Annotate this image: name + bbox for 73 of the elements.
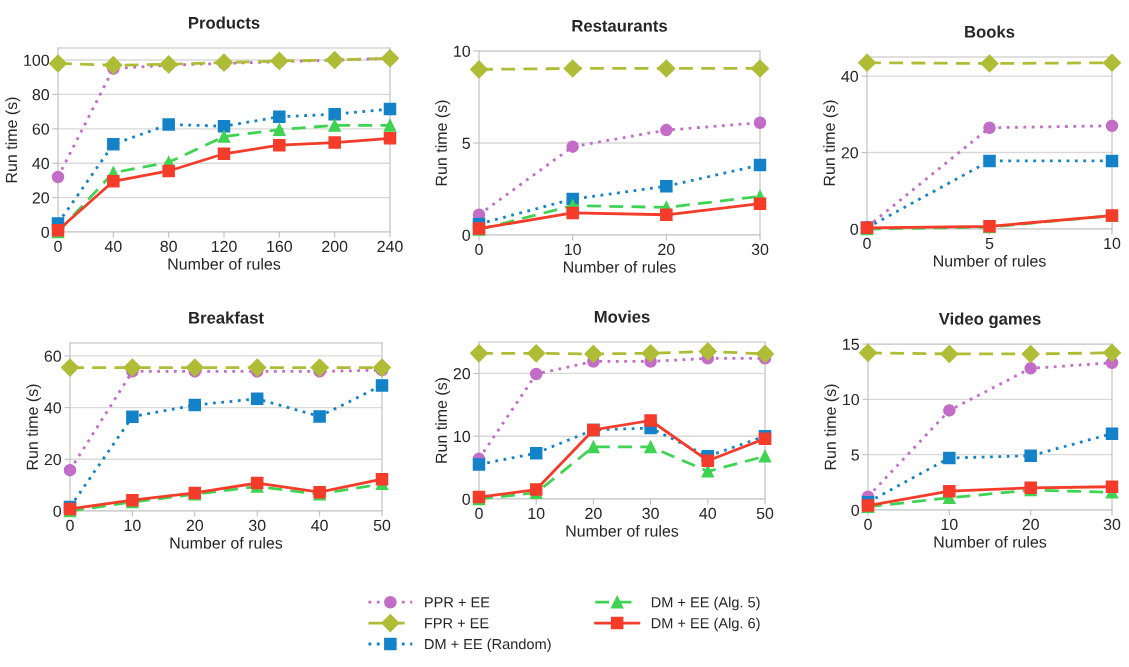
y-tick-label: 20: [841, 147, 859, 159]
x-axis-title: Number of rules: [934, 255, 1046, 267]
x-tick-label: 40: [104, 240, 122, 253]
x-tick-label: 10: [124, 519, 141, 532]
x-tick-label: 20: [658, 243, 675, 256]
y-tick-label: 0: [462, 229, 471, 241]
y-tick-label: 20: [32, 192, 50, 204]
legend-label: DM + EE (Alg. 5): [651, 596, 760, 611]
x-tick-label: 160: [267, 240, 293, 253]
x-tick-label: 20: [1022, 518, 1039, 531]
x-tick-label: 40: [311, 519, 328, 532]
x-tick-label: 200: [322, 240, 348, 253]
y-tick-label: 40: [32, 157, 50, 170]
x-axis-title: Number of rules: [934, 536, 1047, 548]
y-tick-label: 20: [453, 368, 471, 380]
x-tick-label: 5: [985, 237, 994, 250]
y-tick-label: 40: [44, 402, 62, 414]
x-tick-label: 120: [211, 240, 237, 253]
y-axis-title: Run time (s): [823, 100, 839, 186]
x-axis-title: Number of rules: [564, 261, 676, 273]
y-tick-label: 10: [454, 45, 471, 57]
y-tick-label: 0: [850, 223, 859, 235]
y-tick-label: 5: [462, 137, 470, 149]
x-tick-label: 0: [66, 519, 74, 532]
chart-title: Movies: [594, 310, 650, 323]
x-tick-label: 0: [864, 518, 872, 531]
y-tick-label: 5: [851, 449, 859, 461]
y-axis-title: Run time (s): [26, 384, 42, 470]
x-tick-label: 40: [699, 507, 717, 520]
x-tick-label: 20: [585, 507, 602, 520]
y-tick-label: 100: [24, 54, 50, 66]
y-tick-label: 60: [44, 350, 62, 362]
x-axis-title: Number of rules: [566, 525, 679, 537]
x-tick-label: 10: [1104, 237, 1121, 250]
x-tick-label: 10: [565, 243, 581, 256]
y-axis-title: Run time (s): [435, 378, 451, 463]
legend-label: PPR + EE: [425, 597, 490, 608]
x-tick-label: 80: [160, 240, 177, 253]
y-tick-label: 60: [32, 123, 50, 135]
y-tick-label: 0: [41, 226, 50, 238]
x-tick-label: 0: [475, 243, 483, 256]
x-tick-label: 50: [756, 507, 774, 520]
x-tick-label: 30: [751, 243, 769, 256]
chart-title: Restaurants: [572, 20, 667, 32]
x-tick-label: 240: [377, 240, 403, 253]
legend-label: FPR + EE: [425, 618, 489, 629]
y-tick-label: 40: [841, 70, 859, 83]
x-tick-label: 10: [528, 507, 545, 520]
x-tick-label: 0: [863, 237, 871, 250]
x-axis-title: Number of rules: [168, 258, 281, 270]
y-axis-title: Run time (s): [435, 100, 451, 186]
x-tick-label: 50: [373, 519, 391, 532]
y-tick-label: 10: [454, 430, 471, 443]
legend-label: DM + EE (Random): [425, 638, 551, 653]
x-tick-label: 20: [186, 519, 204, 532]
chart-title: Products: [189, 16, 260, 29]
x-tick-label: 0: [475, 507, 483, 520]
y-tick-label: 20: [44, 453, 62, 466]
y-tick-label: 0: [462, 493, 471, 505]
x-tick-label: 30: [642, 507, 659, 520]
y-tick-label: 15: [843, 338, 859, 350]
x-tick-label: 30: [1103, 518, 1121, 531]
y-axis-title: Run time (s): [5, 97, 21, 183]
chart-title: Video games: [938, 312, 1041, 329]
y-tick-label: 10: [843, 393, 860, 406]
x-tick-label: 10: [941, 518, 958, 531]
y-tick-label: 80: [32, 89, 50, 101]
x-axis-title: Number of rules: [170, 537, 283, 549]
x-tick-label: 30: [248, 519, 266, 532]
y-axis-title: Run time (s): [824, 384, 840, 470]
chart-title: Breakfast: [189, 311, 264, 324]
legend-label: DM + EE (Alg. 6): [651, 617, 760, 632]
chart-title: Books: [965, 25, 1015, 38]
